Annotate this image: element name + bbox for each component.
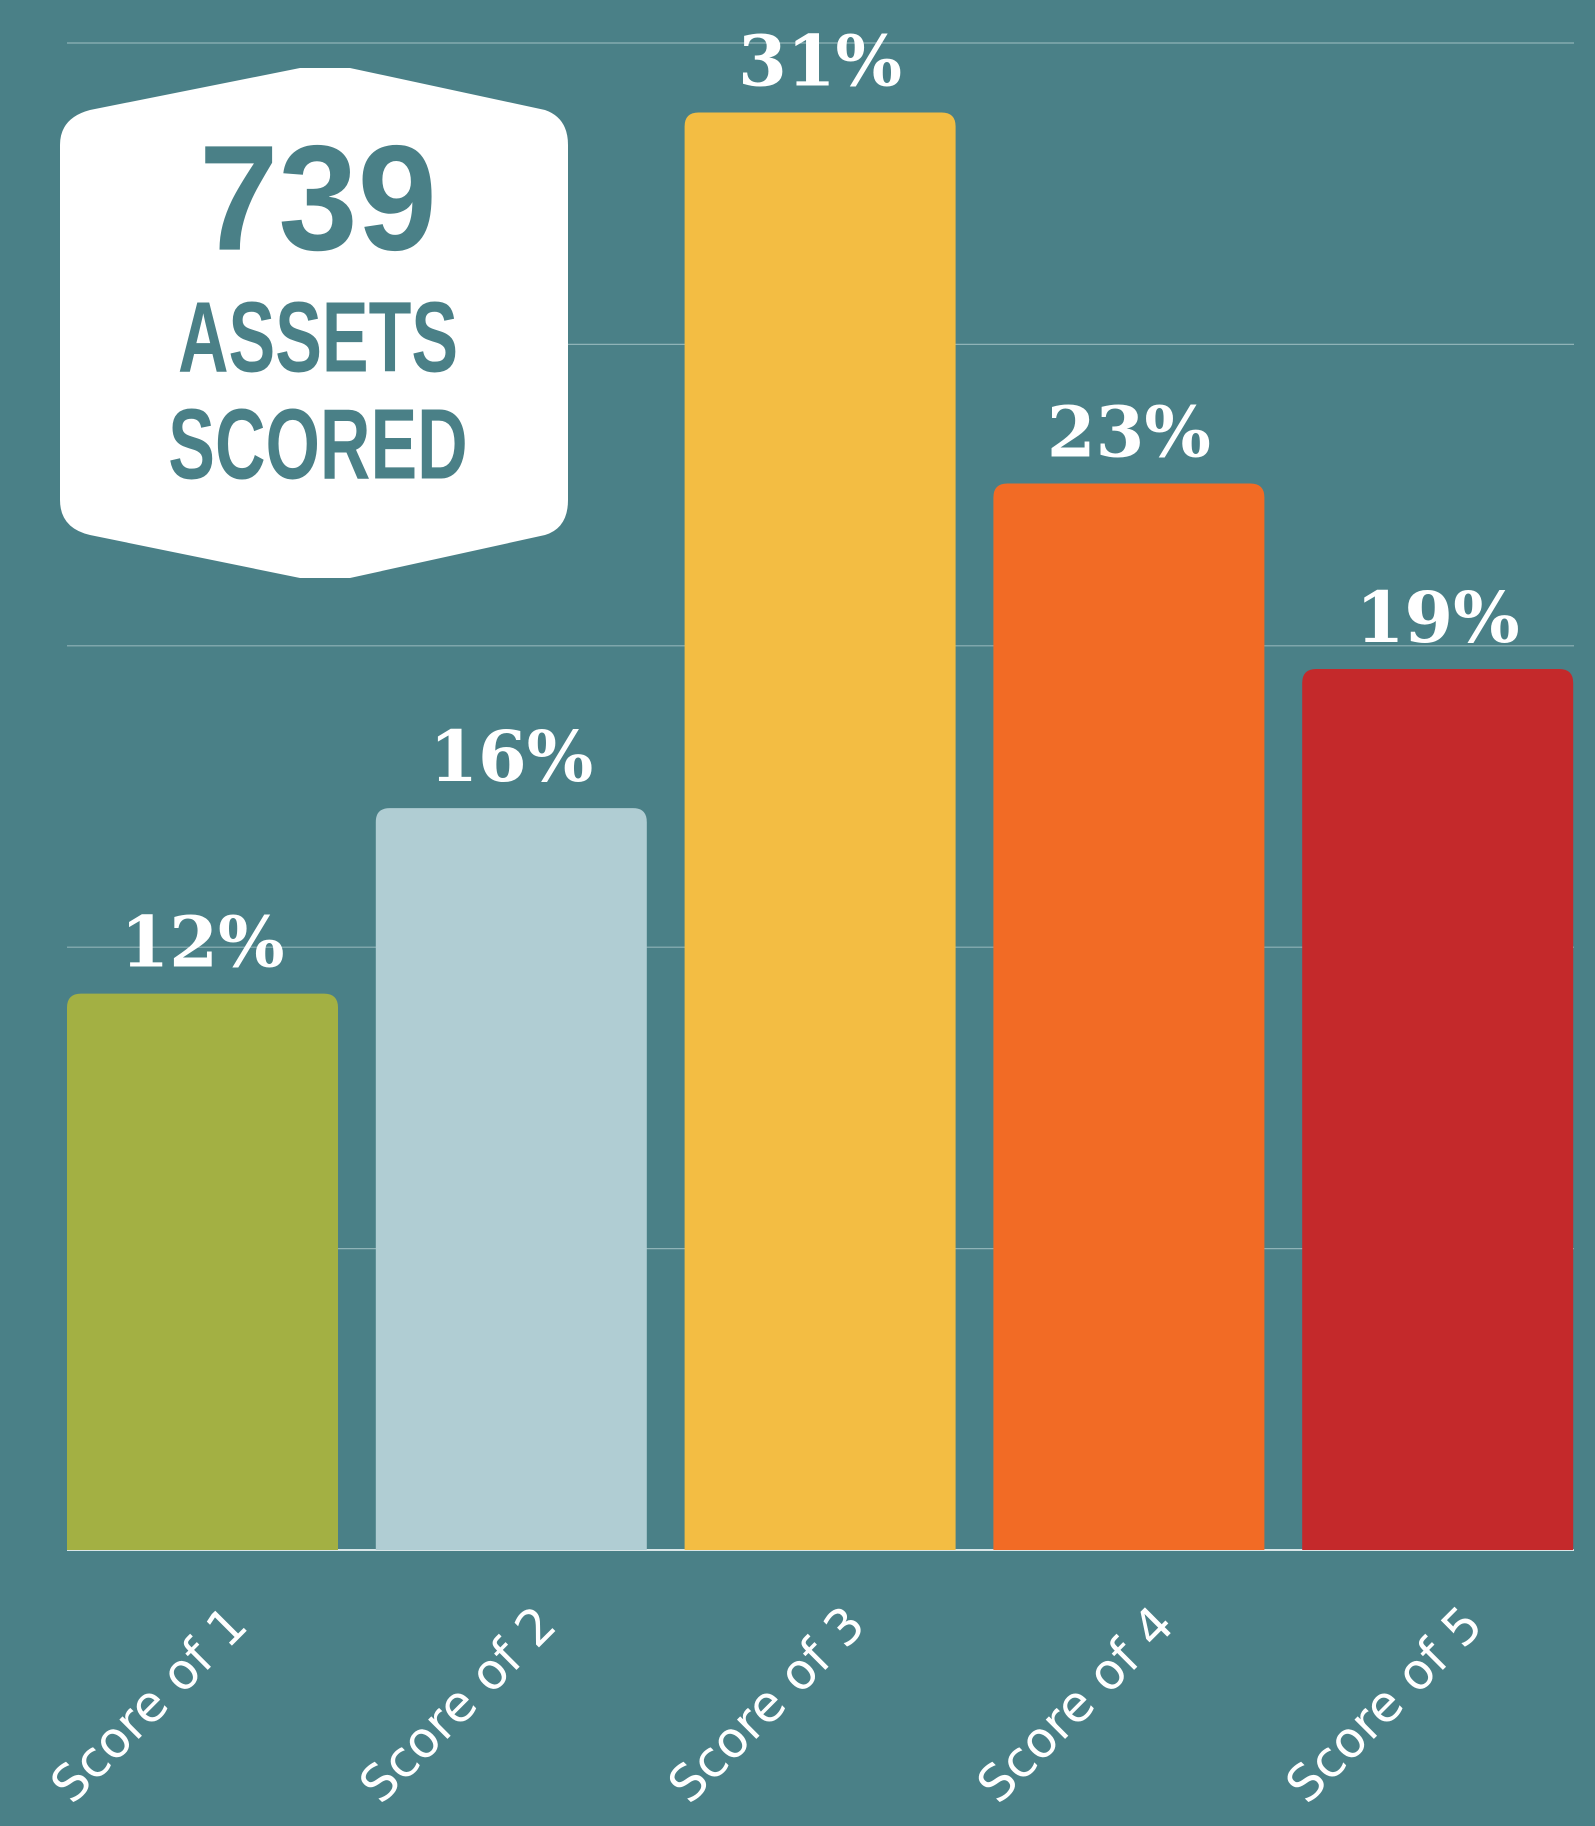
bar (993, 483, 1265, 1550)
data-label: 16% (429, 715, 593, 798)
badge-text: ASSETS (178, 282, 458, 393)
bar (67, 993, 338, 1550)
data-label: 23% (1047, 391, 1211, 474)
data-label: 12% (121, 901, 285, 984)
badge-number: 739 (199, 115, 437, 282)
bar (1302, 668, 1574, 1550)
data-label: 19% (1356, 576, 1520, 659)
bars (67, 112, 1574, 1551)
bar (375, 808, 647, 1550)
badge (60, 68, 568, 578)
badge-text: SCORED (168, 389, 467, 500)
data-label: 31% (738, 20, 902, 103)
bar (684, 112, 956, 1551)
